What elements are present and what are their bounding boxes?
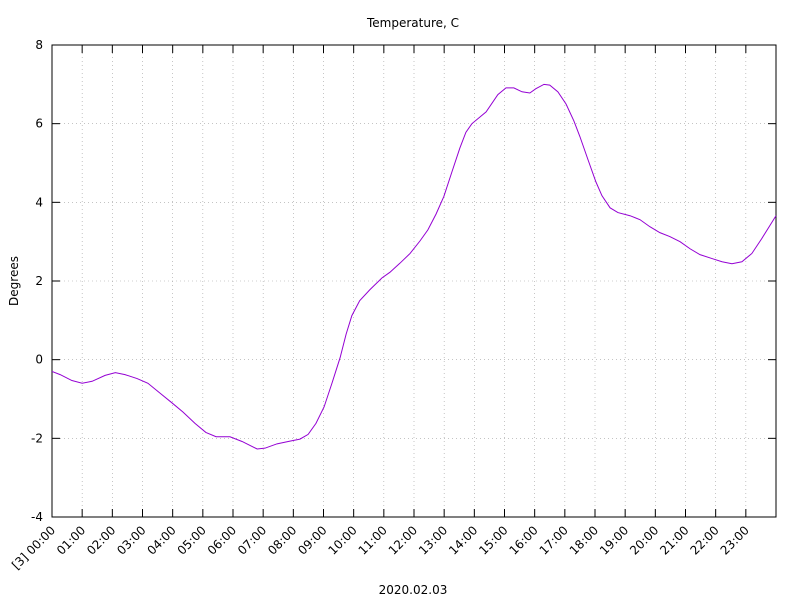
x-tick-label: 19:00: [597, 523, 631, 557]
plot-frame: [51, 44, 777, 518]
x-tick-label: 05:00: [175, 523, 209, 557]
data-line: [51, 83, 777, 450]
y-axis-label: Degrees: [7, 256, 21, 306]
x-tick-label: 02:00: [84, 523, 118, 557]
y-tick-label: -2: [31, 431, 43, 445]
y-tick-label: 0: [35, 353, 43, 367]
x-tick-label: 03:00: [114, 523, 148, 557]
y-tick-label: 4: [35, 195, 43, 209]
x-axis-label: 2020.02.03: [379, 583, 448, 597]
x-tick-label: 14:00: [446, 523, 480, 557]
y-tick-label: 6: [35, 117, 43, 131]
x-tick-label: 22:00: [687, 523, 721, 557]
x-tick-label: 21:00: [657, 523, 691, 557]
x-tick-label: 11:00: [356, 523, 390, 557]
y-tick-label: 2: [35, 274, 43, 288]
x-tick-label: 01:00: [54, 523, 88, 557]
x-tick-label: 07:00: [235, 523, 269, 557]
x-tick-label: 13:00: [416, 523, 450, 557]
y-tick-label: -4: [31, 510, 43, 524]
chart-title: Temperature, C: [366, 16, 459, 30]
x-tick-label: 18:00: [567, 523, 601, 557]
x-tick-label: 17:00: [537, 523, 571, 557]
x-tick-label: 23:00: [718, 523, 752, 557]
x-tick-label: 06:00: [205, 523, 239, 557]
x-tick-label: 04:00: [144, 523, 178, 557]
x-tick-label: 16:00: [506, 523, 540, 557]
x-tick-label: 12:00: [386, 523, 420, 557]
y-tick-label: 8: [35, 38, 43, 52]
x-tick-label: 08:00: [265, 523, 299, 557]
x-tick-label: 15:00: [476, 523, 510, 557]
x-tick-label: 09:00: [295, 523, 329, 557]
x-tick-label: 20:00: [627, 523, 661, 557]
x-tick-label: 10:00: [325, 523, 359, 557]
x-tick-label: [3] 00:00: [9, 523, 58, 572]
